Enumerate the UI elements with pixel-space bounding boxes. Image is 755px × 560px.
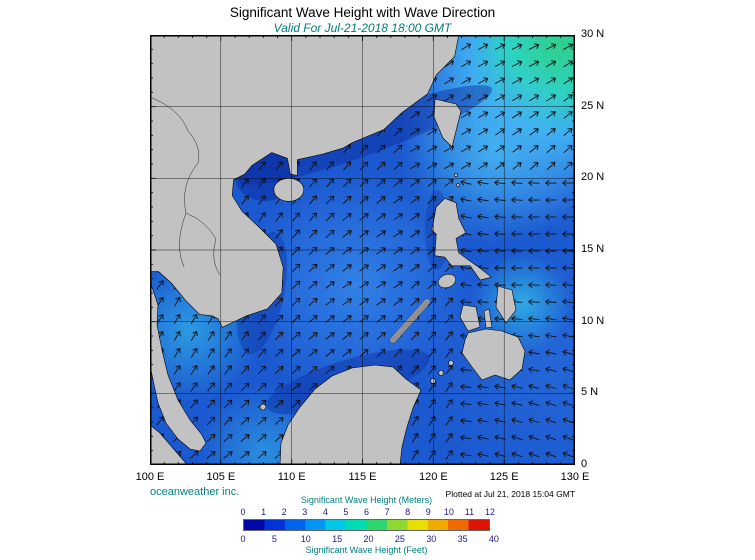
land-luzon: [431, 198, 492, 281]
colorbar-meters-value: 8: [405, 507, 411, 517]
colorbar-feet-value: 20: [363, 534, 374, 544]
chart-valid-time: Valid For Jul-21-2018 18:00 GMT: [273, 21, 452, 35]
land-samar-leyte: [495, 285, 517, 324]
colorbar-feet-value: 15: [332, 534, 343, 544]
lat-tick-label: 25 N: [581, 99, 605, 112]
oceanweather-credit: oceanweather inc.: [150, 486, 240, 498]
land-taiwan: [433, 98, 462, 148]
lon-tick-label: 105 E: [206, 471, 236, 483]
lat-tick-label: 10 N: [581, 314, 605, 327]
land-palawan: [390, 299, 430, 343]
lon-tick-label: 115 E: [348, 471, 377, 483]
land-panay-negros: [459, 304, 481, 332]
colorbar-meters-value: 4: [322, 507, 328, 517]
colorbar-meters-value: 3: [302, 507, 308, 517]
colorbar-gradient: [243, 519, 490, 531]
chart-title: Significant Wave Height with Wave Direct…: [229, 5, 496, 20]
colorbar-feet-value: 30: [426, 534, 437, 544]
land-mindanao: [461, 328, 526, 381]
colorbar-feet-value: 0: [240, 534, 246, 544]
lat-tick-label: 5 N: [581, 386, 599, 399]
land-palawan-outline: [389, 298, 431, 344]
lat-tick-label: 20 N: [581, 171, 605, 184]
wave-height-map: [149, 34, 575, 466]
map-area: [149, 34, 575, 466]
colorbar-feet-value: 5: [271, 534, 277, 544]
lon-tick-label: 130 E: [560, 471, 590, 483]
colorbar-meters-value: 2: [281, 507, 287, 517]
lat-tick-label: 15 N: [581, 243, 605, 255]
plotted-timestamp: Plotted at Jul 21, 2018 15:04 GMT: [445, 489, 575, 499]
colorbar-meters-value: 1: [261, 507, 267, 517]
colorbar-feet-value: 25: [394, 534, 405, 544]
land-cebu: [483, 308, 493, 329]
graticule-grid: [150, 35, 575, 465]
colorbar-meters-value: 10: [443, 507, 454, 517]
lat-tick-label: 30 N: [581, 28, 605, 40]
land-masses: [149, 34, 526, 466]
lon-tick-label: 120 E: [418, 471, 448, 483]
lat-tick-label: 0: [581, 458, 588, 470]
map-frame: [150, 35, 575, 465]
land-sulu-1: [448, 360, 454, 366]
lon-tick-label: 110 E: [277, 471, 306, 483]
country-borders: [149, 96, 221, 276]
colorbar-title-feet: Significant Wave Height (Feet): [305, 545, 428, 555]
colorbar-feet-value: 35: [457, 534, 468, 544]
lon-tick-label: 100 E: [135, 471, 165, 483]
colorbar-meters-value: 5: [343, 507, 349, 517]
colorbar-meters-value: 11: [464, 507, 475, 517]
land-natuna: [259, 403, 267, 411]
colorbar-feet-value: 40: [488, 534, 499, 544]
colorbar-meters-value: 9: [425, 507, 431, 517]
land-mindoro: [437, 273, 457, 289]
land-batanes-2: [456, 183, 460, 187]
lon-tick-label: 125 E: [489, 471, 519, 483]
land-hainan: [273, 178, 305, 202]
land-borneo: [279, 364, 422, 466]
colorbar-meters-value: 6: [363, 507, 370, 517]
land-sulu-3: [430, 378, 436, 384]
colorbar-meters-value: 7: [384, 507, 390, 517]
colorbar-feet-value: 10: [300, 534, 311, 544]
colorbar-meters-value: 12: [484, 507, 496, 517]
land-mainland-asia: [149, 34, 460, 328]
colorbar-title-meters: Significant Wave Height (Meters): [300, 495, 433, 505]
land-batanes-1: [454, 173, 458, 177]
land-sulu-2: [438, 370, 444, 376]
colorbar-meters-value: 0: [240, 507, 246, 517]
